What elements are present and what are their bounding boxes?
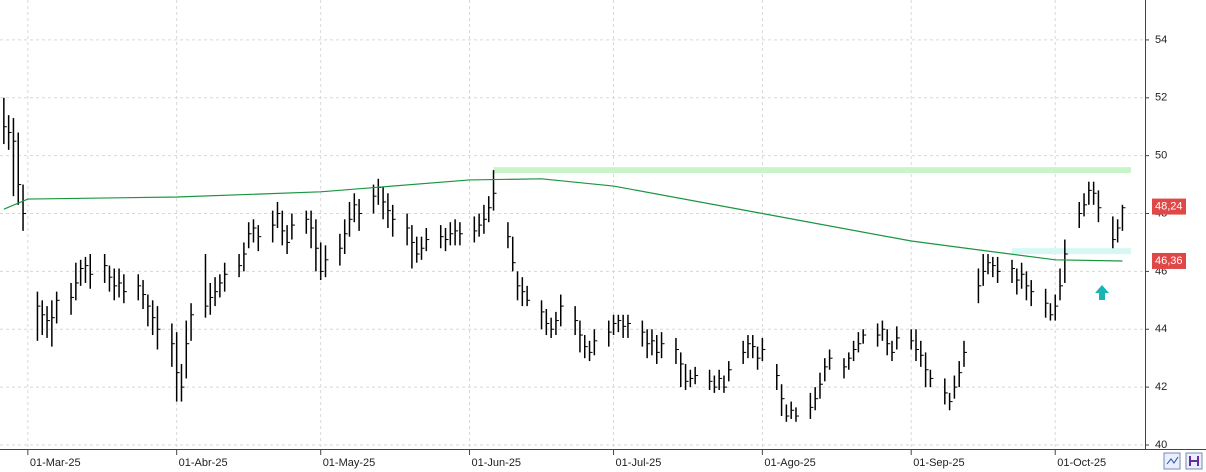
x-tick-label: 01-May-25: [323, 457, 376, 469]
moving-average: [3, 178, 1123, 262]
y-tick-label: 40: [1155, 439, 1167, 451]
price-label: 48,24: [1155, 200, 1183, 212]
price-label: 46,36: [1155, 255, 1183, 267]
y-tick-label: 44: [1155, 323, 1167, 335]
x-tick-label: 01-Ago-25: [764, 457, 815, 469]
x-tick-label: 01-Oct-25: [1057, 457, 1106, 469]
price-label-box: [1152, 198, 1186, 215]
h-icon-glyph: [1189, 456, 1199, 466]
price-label-box: [1152, 252, 1186, 269]
x-tick-label: 01-Abr-25: [179, 457, 228, 469]
x-tick-label: 01-Mar-25: [30, 457, 81, 469]
y-tick-label: 42: [1155, 381, 1167, 393]
y-tick-label: 52: [1155, 92, 1167, 104]
y-tick-label: 54: [1155, 34, 1167, 46]
y-tick-label: 50: [1155, 150, 1167, 162]
x-tick-label: 01-Jul-25: [616, 457, 662, 469]
zoom-icon-glyph: [1166, 456, 1179, 465]
x-tick-label: 01-Sep-25: [913, 457, 964, 469]
x-tick-label: 01-Jun-25: [472, 457, 522, 469]
arrow-annotation: [1095, 285, 1109, 300]
